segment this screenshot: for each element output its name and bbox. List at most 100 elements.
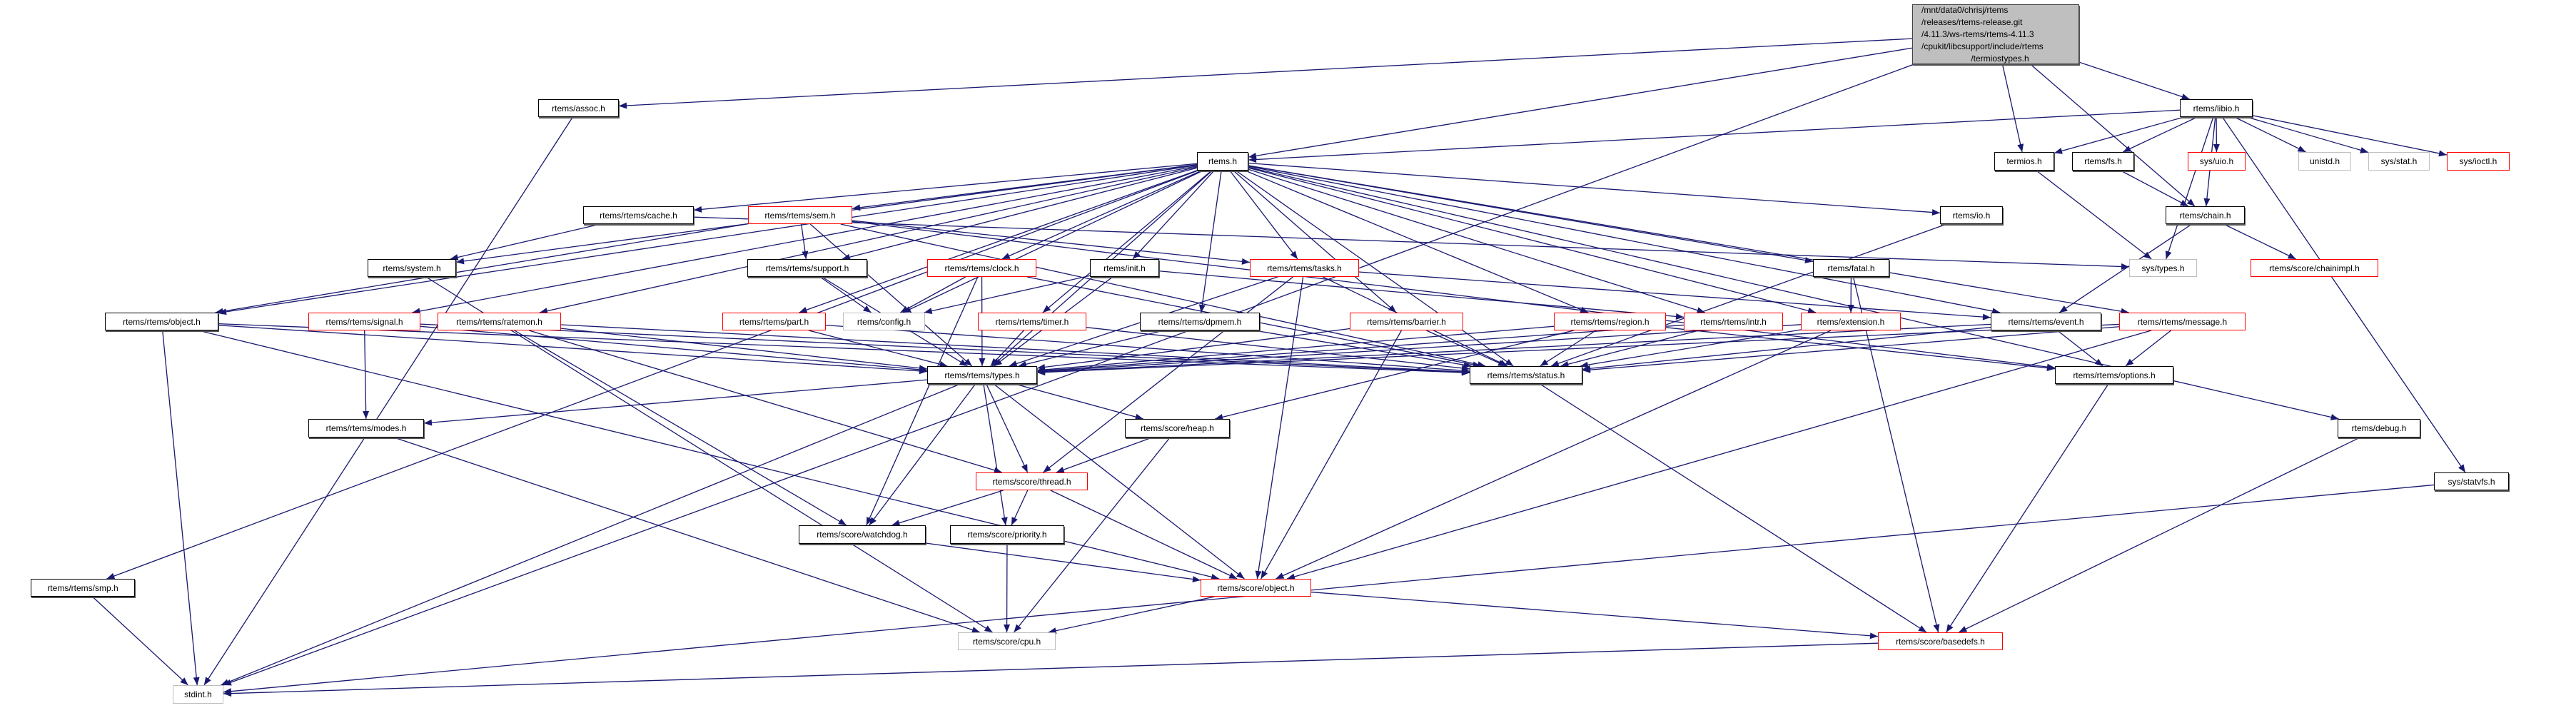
node-intr[interactable]: rtems/rtems/intr.h — [1684, 313, 1783, 330]
edge-rtems-to-timer — [1042, 170, 1212, 313]
arrowhead-icon — [363, 410, 370, 419]
node-robject[interactable]: rtems/rtems/object.h — [105, 313, 218, 330]
arrowhead-icon — [1134, 413, 1143, 420]
edge-assoc-to-stdint — [203, 116, 573, 686]
edge-part-to-status — [825, 325, 1470, 372]
arrowhead-icon — [939, 360, 948, 368]
node-smp[interactable]: rtems/rtems/smp.h — [31, 579, 135, 597]
arrowhead-icon — [1056, 466, 1065, 473]
arrowhead-icon — [2165, 251, 2172, 259]
node-io[interactable]: rtems/io.h — [1940, 206, 2003, 224]
node-debug[interactable]: rtems/debug.h — [2338, 419, 2420, 438]
node-status[interactable]: rtems/rtems/status.h — [1470, 366, 1582, 384]
edge-sem-to-status — [840, 223, 1486, 367]
arrowhead-icon — [1192, 576, 1201, 583]
edge-rtems-to-io — [1248, 162, 1941, 213]
node-cache[interactable]: rtems/rtems/cache.h — [583, 206, 694, 224]
node-heap[interactable]: rtems/score/heap.h — [1125, 419, 1230, 438]
node-options[interactable]: rtems/rtems/options.h — [2055, 366, 2173, 384]
edge-types-to-thread — [986, 383, 1029, 473]
node-message[interactable]: rtems/rtems/message.h — [2119, 313, 2246, 330]
node-assoc[interactable]: rtems/assoc.h — [538, 99, 619, 117]
node-chain[interactable]: rtems/chain.h — [2166, 206, 2245, 224]
arrowhead-icon — [1807, 307, 1817, 314]
edge-libio-to-unistd — [2234, 116, 2306, 153]
node-basedefs[interactable]: rtems/score/basedefs.h — [1878, 632, 2003, 650]
arrowhead-icon — [1261, 570, 1268, 579]
node-extension[interactable]: rtems/extension.h — [1801, 313, 1901, 330]
edge-signal-to-types — [420, 325, 928, 371]
edge-thread-to-watchdog — [892, 490, 1004, 526]
node-termiostypes-h[interactable]: /mnt/data0/chrisj/rtems/releases/rtems-r… — [1912, 4, 2079, 64]
node-unistd[interactable]: unistd.h — [2298, 152, 2351, 171]
arrowhead-icon — [1042, 305, 1051, 313]
node-fatal[interactable]: rtems/fatal.h — [1813, 259, 1889, 277]
node-types[interactable]: rtems/rtems/types.h — [927, 366, 1037, 384]
node-signal[interactable]: rtems/rtems/signal.h — [308, 313, 420, 330]
arrowhead-icon — [106, 572, 116, 580]
edge-region-to-heap — [1215, 330, 1574, 420]
node-ratemon[interactable]: rtems/rtems/ratemon.h — [438, 313, 561, 330]
node-config[interactable]: rtems/config.h — [843, 313, 925, 330]
node-timer[interactable]: rtems/rtems/timer.h — [978, 313, 1086, 330]
arrowhead-icon — [862, 305, 872, 313]
arrowhead-icon — [990, 358, 999, 366]
node-fs[interactable]: rtems/fs.h — [2072, 152, 2134, 171]
node-ioctl[interactable]: sys/ioctl.h — [2447, 152, 2510, 171]
arrowhead-icon — [1211, 574, 1220, 580]
edge-libio-to-ioctl — [2252, 115, 2448, 156]
node-statvfs[interactable]: sys/statvfs.h — [2434, 472, 2509, 490]
node-stdint[interactable]: stdint.h — [173, 685, 223, 704]
arrowhead-icon — [2059, 305, 2068, 313]
node-system[interactable]: rtems/system.h — [368, 259, 456, 277]
node-uio[interactable]: sys/uio.h — [2188, 152, 2246, 171]
node-event[interactable]: rtems/rtems/event.h — [1991, 313, 2101, 330]
edge-status-to-basedefs — [1540, 383, 1927, 633]
node-termios[interactable]: termios.h — [1994, 152, 2054, 171]
node-barrier[interactable]: rtems/rtems/barrier.h — [1350, 313, 1463, 330]
node-chainimpl[interactable]: rtems/score/chainimpl.h — [2251, 259, 2378, 277]
node-stat[interactable]: sys/stat.h — [2368, 152, 2430, 171]
node-rtems[interactable]: rtems.h — [1197, 152, 1248, 171]
arrowhead-icon — [1276, 572, 1285, 579]
edge-main-to-chain — [2030, 64, 2196, 207]
arrowhead-icon — [984, 625, 993, 632]
node-clock[interactable]: rtems/rtems/clock.h — [927, 259, 1036, 277]
arrowhead-icon — [994, 467, 1002, 474]
node-watchdog[interactable]: rtems/score/watchdog.h — [799, 525, 926, 544]
node-support[interactable]: rtems/rtems/support.h — [747, 259, 867, 277]
edge-rtems-to-region — [1245, 170, 1589, 313]
edge-rtems-to-cache — [693, 163, 1198, 211]
edge-main-to-stdint — [223, 64, 1914, 686]
node-modes[interactable]: rtems/rtems/modes.h — [308, 419, 424, 438]
node-thread[interactable]: rtems/score/thread.h — [976, 472, 1088, 490]
edge-tasks-to-thread — [1043, 276, 1293, 473]
arrowhead-icon — [1804, 257, 1813, 264]
arrowhead-icon — [2046, 365, 2055, 372]
arrowhead-icon — [424, 419, 433, 426]
node-tasks[interactable]: rtems/rtems/tasks.h — [1250, 259, 1359, 277]
node-libio[interactable]: rtems/libio.h — [2180, 99, 2253, 117]
node-systypes[interactable]: sys/types.h — [2129, 259, 2197, 277]
arrowhead-icon — [1009, 360, 1018, 367]
node-cpu[interactable]: rtems/score/cpu.h — [958, 632, 1056, 650]
edge-rtems-to-sem — [852, 163, 1198, 209]
arrowhead-icon — [539, 308, 548, 315]
arrowhead-icon — [924, 308, 933, 315]
arrowhead-icon — [2297, 146, 2306, 152]
edge-debug-to-basedefs — [1958, 437, 2360, 633]
node-region[interactable]: rtems/rtems/region.h — [1554, 313, 1666, 330]
arrowhead-icon — [1675, 313, 1684, 320]
node-sem[interactable]: rtems/rtems/sem.h — [748, 206, 852, 224]
arrowhead-icon — [964, 358, 972, 366]
edge-intr-to-types — [1036, 324, 1684, 372]
edge-event-to-types — [1036, 323, 1991, 373]
node-priority[interactable]: rtems/score/priority.h — [950, 525, 1064, 544]
node-part[interactable]: rtems/rtems/part.h — [722, 313, 826, 330]
node-sobject[interactable]: rtems/score/object.h — [1201, 579, 1311, 597]
edge-message-to-types — [1036, 323, 2120, 373]
edge-dpmem-to-types — [1018, 330, 1164, 367]
node-init[interactable]: rtems/init.h — [1090, 259, 1159, 277]
node-dpmem[interactable]: rtems/rtems/dpmem.h — [1140, 313, 1260, 330]
arrowhead-icon — [994, 358, 1003, 366]
